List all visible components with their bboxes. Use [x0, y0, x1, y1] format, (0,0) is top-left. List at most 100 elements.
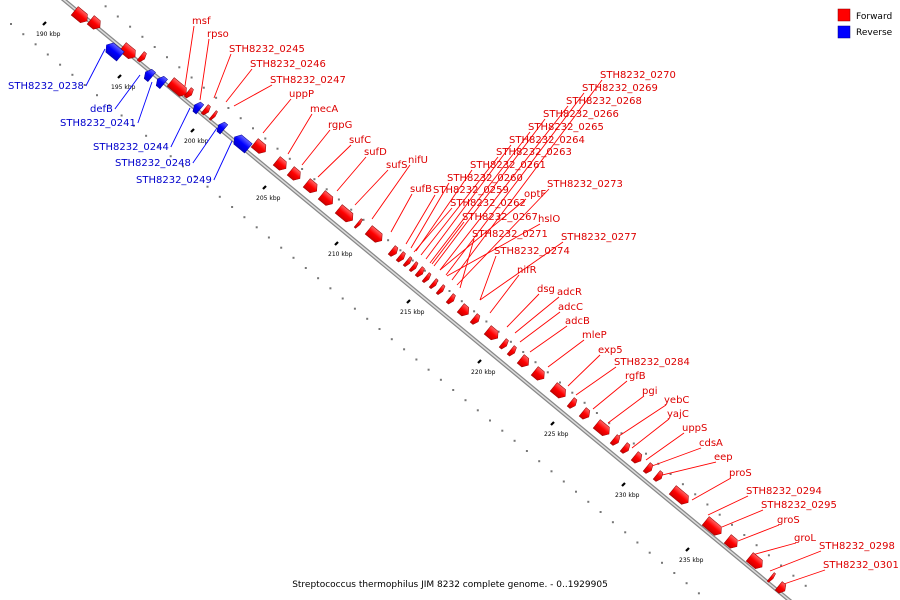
forward-gene: [592, 419, 610, 437]
forward-gene: [630, 451, 643, 464]
gc-dot: [473, 310, 476, 313]
gc-dot: [575, 490, 577, 493]
gene-label: msf: [192, 16, 211, 27]
gene-label: sufS: [386, 160, 407, 171]
forward-gene: [317, 190, 334, 206]
leader-line: [425, 144, 512, 260]
gene-label: STH8232_0271: [472, 229, 548, 240]
leader-line: [751, 542, 797, 556]
gene-label: exp5: [598, 345, 623, 356]
scale-tick-label: 215 kbp: [400, 309, 425, 316]
gc-dot: [317, 277, 320, 280]
leader-line: [645, 432, 685, 461]
gene-label: STH8232_0277: [561, 232, 637, 243]
forward-gene: [642, 462, 654, 474]
gc-dot: [448, 290, 451, 292]
scale-tick: [42, 21, 47, 26]
forward-gene: [498, 338, 509, 350]
gc-dot: [595, 412, 598, 414]
forward-gene: [250, 138, 267, 154]
gc-dot: [329, 287, 332, 290]
gc-dot: [767, 554, 770, 557]
gc-dot: [611, 521, 614, 524]
gc-dot: [661, 561, 663, 564]
gc-dot: [341, 297, 344, 300]
gene-label: STH8232_0284: [614, 357, 690, 368]
forward-gene: [166, 77, 187, 97]
gene-label: STH8232_0273: [547, 179, 623, 190]
forward-gene: [566, 397, 578, 409]
gc-dot: [780, 564, 783, 567]
gc-dot: [387, 239, 390, 242]
leader-line: [413, 207, 453, 253]
forward-gene: [353, 218, 363, 229]
leader-line: [301, 129, 331, 166]
gc-dot: [587, 500, 590, 503]
gc-dot: [522, 351, 525, 353]
scale-tick: [117, 74, 122, 79]
forward-gene: [469, 313, 481, 325]
gc-dot: [325, 188, 328, 191]
reverse-gene: [143, 69, 156, 82]
gene-label: STH8232_0294: [746, 486, 822, 497]
gc-dot: [71, 73, 74, 76]
forward-gene: [136, 51, 147, 63]
gc-dot: [378, 328, 381, 330]
gene-label: mecA: [310, 104, 338, 115]
gene-label: STH8232_0260: [447, 173, 523, 184]
leader-line: [783, 569, 826, 585]
gc-dot: [120, 114, 123, 117]
gene-label: STH8232_0301: [823, 560, 899, 571]
leader-line: [651, 447, 702, 467]
forward-gene: [183, 87, 194, 99]
gc-dot: [116, 15, 119, 18]
leader-line: [506, 293, 540, 328]
leader-line: [459, 238, 475, 289]
gc-dot: [755, 544, 758, 547]
genome-backbone-highlight: [62, 0, 791, 600]
leader-line: [137, 81, 153, 124]
gc-dot: [255, 226, 258, 229]
gc-dot: [562, 480, 565, 483]
gene-label: uppS: [682, 423, 707, 434]
gc-dot: [636, 541, 639, 544]
forward-gene: [578, 407, 591, 420]
gene-label: sufD: [364, 147, 387, 158]
gene-label: yebC: [664, 395, 689, 406]
scale-tick-label: 205 kbp: [256, 195, 281, 202]
leader-line: [514, 296, 560, 334]
gc-dot: [276, 147, 279, 150]
gc-dot: [22, 33, 25, 36]
gc-dot: [599, 511, 602, 513]
scale-tick-label: 220 kbp: [471, 369, 496, 376]
forward-gene: [272, 156, 287, 171]
gene-label: nifU: [408, 155, 428, 166]
gc-dot: [206, 185, 209, 188]
legend-swatch-reverse: [837, 25, 851, 39]
leader-line: [479, 255, 497, 301]
leader-line: [354, 169, 389, 206]
legend-label-forward: Forward: [856, 12, 892, 22]
leader-line: [415, 169, 473, 252]
gene-label: proS: [729, 468, 752, 479]
scale-tick-label: 225 kbp: [544, 431, 569, 438]
gc-dot: [694, 493, 697, 496]
gc-dot: [731, 523, 733, 526]
label-leader-lines: [85, 25, 826, 585]
gc-dot: [108, 104, 111, 107]
gc-dot: [178, 66, 181, 69]
gene-label: sufC: [349, 135, 371, 146]
gene-label: STH8232_0264: [509, 135, 585, 146]
gc-dot: [194, 175, 197, 178]
gene-label: dsg: [537, 284, 555, 295]
gc-dot: [10, 23, 12, 25]
scale-tick-label: 190 kbp: [36, 31, 61, 38]
gc-dot: [231, 206, 234, 208]
gene-label: groS: [777, 515, 800, 526]
legend-swatch-forward: [837, 8, 851, 22]
forward-gene: [549, 382, 566, 399]
forward-gene: [70, 6, 88, 24]
gene-label: STH8232_0246: [250, 59, 326, 70]
gene-label: defB: [90, 104, 113, 115]
